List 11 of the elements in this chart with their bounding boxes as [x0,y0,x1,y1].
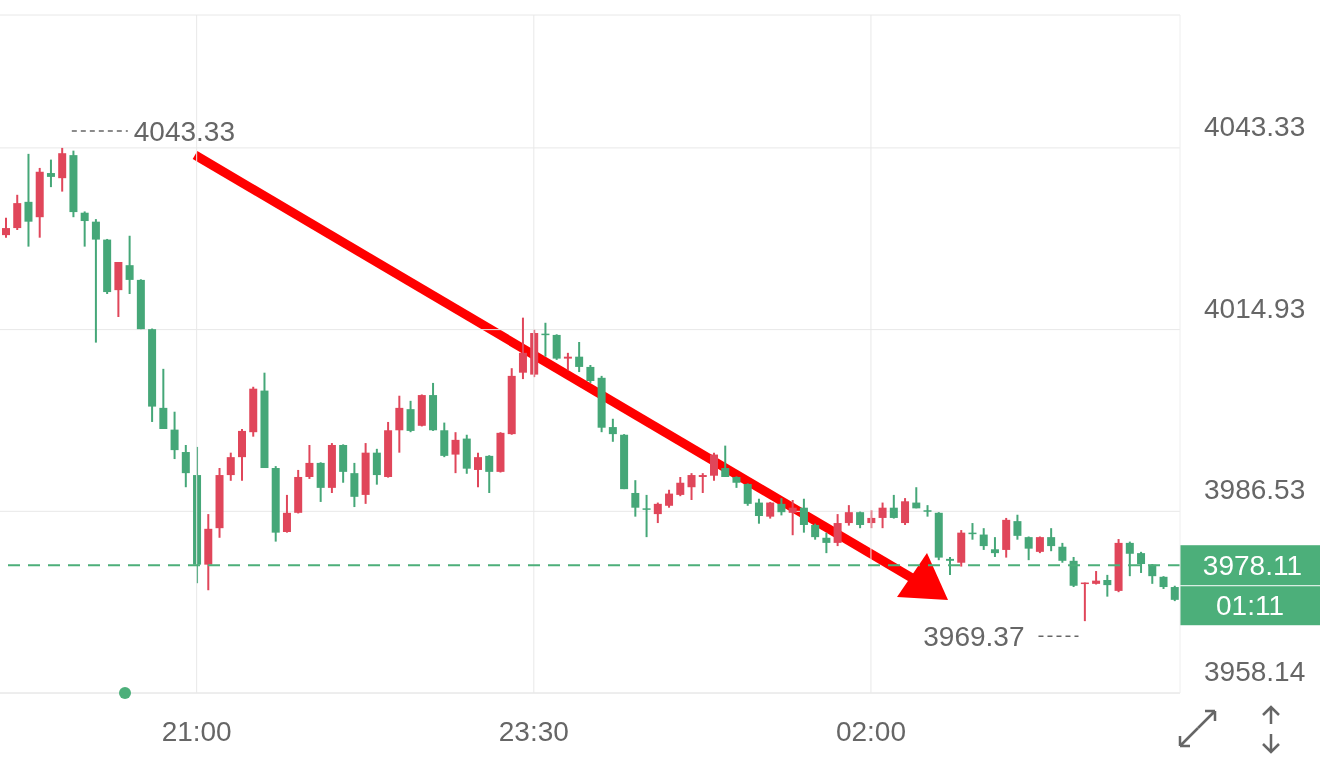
y-tick-label: 3958.14 [1204,656,1306,687]
y-tick-label: 3986.53 [1204,474,1306,506]
y-tick-label: 4014.93 [1204,292,1306,324]
annotation: 4043.33 [133,115,236,147]
x-tick-label: 21:00 [161,715,232,747]
y-tick-label: 4043.33 [1204,110,1306,142]
ref-line-label: 3978.11 [1202,550,1302,582]
x-tick-label: 23:30 [498,715,569,747]
x-tick-label: 02:00 [835,715,906,747]
annotation: 3969.37 [923,621,1025,653]
text: 01:11 [1216,590,1284,622]
